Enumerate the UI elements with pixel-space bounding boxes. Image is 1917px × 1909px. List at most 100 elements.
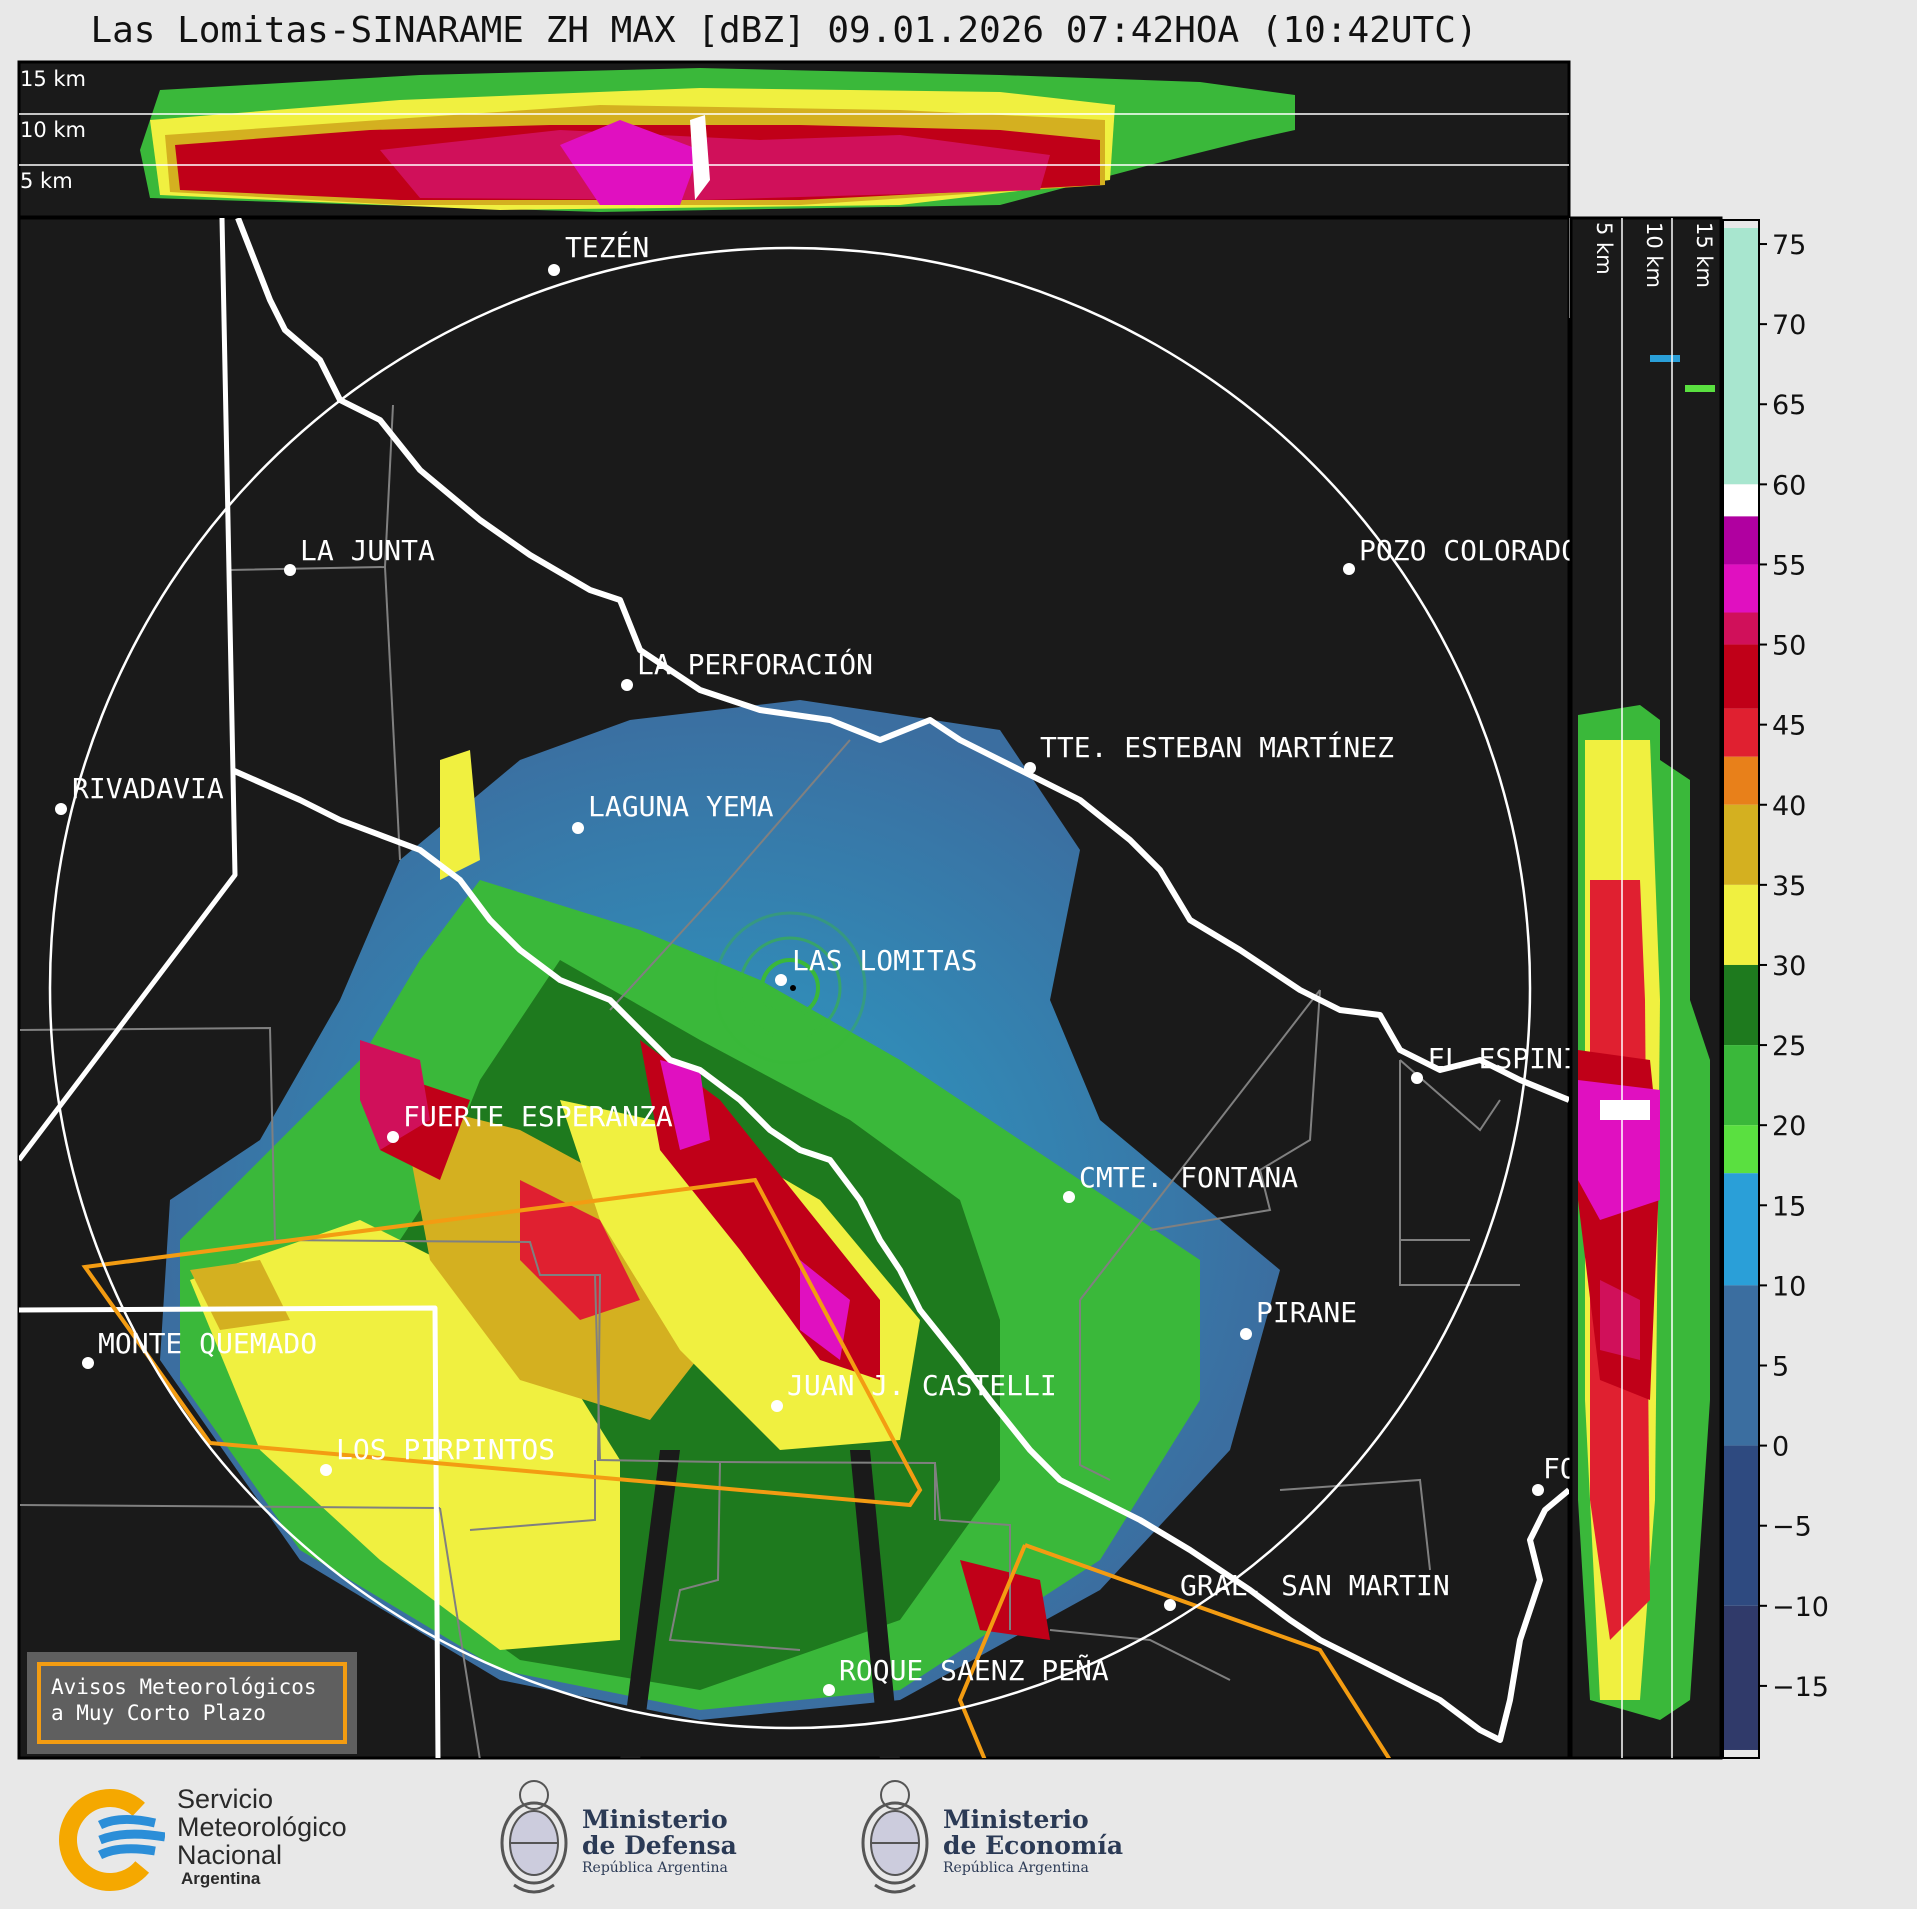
colorbar-band <box>1723 756 1759 805</box>
colorbar-tick-label: 55 <box>1772 550 1806 581</box>
district-borders <box>19 404 1520 1758</box>
colorbar-tick-label: 30 <box>1772 951 1806 982</box>
colorbar-tick-label: −5 <box>1772 1512 1812 1543</box>
colorbar-band <box>1723 1285 1759 1446</box>
colorbar-tick-label: 20 <box>1772 1111 1806 1142</box>
colorbar-tick-label: 50 <box>1772 631 1806 662</box>
colorbar-band <box>1723 612 1759 645</box>
colorbar-tick-label: 35 <box>1772 871 1806 902</box>
place-rivadavia: RIVADAVIA <box>55 772 224 815</box>
place-gral-san-martin: GRAL. SAN MARTIN <box>1164 1569 1450 1611</box>
warning-line-1: Avisos Meteorológicos <box>51 1675 317 1699</box>
svg-text:ROQUE SAENZ PEÑA: ROQUE SAENZ PEÑA <box>839 1653 1109 1687</box>
colorbar-bands <box>1723 228 1759 1750</box>
svg-text:GRAL. SAN MARTIN: GRAL. SAN MARTIN <box>1180 1569 1450 1602</box>
svg-text:MONTE QUEMADO: MONTE QUEMADO <box>98 1327 317 1360</box>
side-label-15km: 15 km <box>1692 222 1716 288</box>
colorbar-band <box>1723 484 1759 517</box>
smn-logo: Servicio Meteorológico Nacional Argentin… <box>55 1785 395 1895</box>
economia-line-3: República Argentina <box>943 1860 1089 1876</box>
colorbar-tick-label: −15 <box>1772 1672 1829 1703</box>
colorbar-band <box>1723 1605 1759 1750</box>
colorbar-tick-label: 15 <box>1772 1191 1806 1222</box>
range-ring <box>48 246 1532 1730</box>
svg-text:CMTE. FONTANA: CMTE. FONTANA <box>1079 1161 1298 1194</box>
coat-of-arms-icon <box>861 1780 929 1894</box>
svg-text:LA PERFORACIÓN: LA PERFORACIÓN <box>637 647 873 681</box>
province-borders <box>19 218 1569 1758</box>
place-monte-quemado: MONTE QUEMADO <box>82 1327 317 1369</box>
place-juan-j-castelli: JUAN J. CASTELLI <box>771 1369 1057 1412</box>
svg-text:LOS PIRPINTOS: LOS PIRPINTOS <box>336 1433 555 1466</box>
top-label-15km: 15 km <box>20 67 86 91</box>
colorbar-band <box>1723 228 1759 485</box>
radar-map: TEZÉN LA JUNTA POZO COLORADO LA PERFORAC… <box>17 216 1917 1760</box>
colorbar-tick-label: 25 <box>1772 1031 1806 1062</box>
colorbar-band <box>1723 1045 1759 1126</box>
coat-of-arms-icon <box>500 1780 568 1894</box>
place-las-lomitas: LAS LOMITAS <box>775 944 977 986</box>
place-pozo-colorado: POZO COLORADO <box>1343 534 1578 575</box>
colorbar-tick-label: 40 <box>1772 791 1806 822</box>
place-la-junta: LA JUNTA <box>284 534 435 576</box>
warning-line-2: a Muy Corto Plazo <box>51 1701 266 1725</box>
side-label-5km: 5 km <box>1592 222 1616 275</box>
colorbar-band <box>1723 1125 1759 1174</box>
smn-line-1: Servicio <box>177 1784 274 1814</box>
economia-line-1: Ministerio <box>943 1805 1089 1834</box>
colorbar-band <box>1723 1173 1759 1286</box>
colorbar-band <box>1723 516 1759 565</box>
smn-line-4: Argentina <box>181 1869 261 1888</box>
svg-text:RIVADAVIA: RIVADAVIA <box>72 772 224 805</box>
place-laguna-yema: LAGUNA YEMA <box>572 790 774 834</box>
svg-text:JUAN J. CASTELLI: JUAN J. CASTELLI <box>787 1369 1057 1402</box>
place-tezen: TEZÉN <box>548 230 649 276</box>
smn-line-3: Nacional <box>177 1840 283 1870</box>
defensa-line-1: Ministerio <box>582 1805 728 1834</box>
side-cross-section: 5 km 10 km 15 km <box>1569 216 1723 1760</box>
colorbar-tick-label: 45 <box>1772 711 1806 742</box>
economia-line-2: de Economía <box>943 1831 1124 1860</box>
colorbar-tick-label: 0 <box>1772 1432 1789 1463</box>
svg-text:TTE. ESTEBAN MARTÍNEZ: TTE. ESTEBAN MARTÍNEZ <box>1040 730 1394 764</box>
colorbar-band <box>1723 644 1759 709</box>
economia-logo: Ministerio de Economía República Argenti… <box>855 1775 1135 1900</box>
colorbar-tick-label: 70 <box>1772 310 1806 341</box>
smn-emblem-icon <box>59 1789 165 1891</box>
place-cmte-fontana: CMTE. FONTANA <box>1063 1161 1298 1203</box>
place-los-pirpintos: LOS PIRPINTOS <box>320 1433 555 1476</box>
place-fuerte-esperanza: FUERTE ESPERANZA <box>387 1100 673 1143</box>
colorbar-band <box>1723 1445 1759 1606</box>
svg-text:LAGUNA YEMA: LAGUNA YEMA <box>588 790 774 823</box>
place-la-perforacion: LA PERFORACIÓN <box>621 647 873 691</box>
colorbar-tick-label: −10 <box>1772 1592 1829 1623</box>
side-label-10km: 10 km <box>1642 222 1666 288</box>
page-title: Las Lomitas-SINARAME ZH MAX [dBZ] 09.01.… <box>90 10 1478 51</box>
warning-box[interactable]: Avisos Meteorológicos a Muy Corto Plazo <box>27 1652 357 1754</box>
place-pirane: PIRANE <box>1240 1296 1357 1340</box>
colorbar-band <box>1723 564 1759 613</box>
svg-text:POZO COLORADO: POZO COLORADO <box>1359 534 1578 567</box>
colorbar-tick-label: 60 <box>1772 470 1806 501</box>
colorbar-tick-label: 65 <box>1772 390 1806 421</box>
colorbar-tick-label: 75 <box>1772 230 1806 261</box>
svg-text:FUERTE ESPERANZA: FUERTE ESPERANZA <box>403 1100 673 1133</box>
defensa-line-2: de Defensa <box>582 1831 737 1860</box>
defensa-logo: Ministerio de Defensa República Argentin… <box>494 1775 754 1900</box>
place-tte-esteban-martinez: TTE. ESTEBAN MARTÍNEZ <box>1024 730 1394 774</box>
colorbar-band <box>1723 804 1759 885</box>
colorbar-band <box>1723 964 1759 1046</box>
svg-text:TEZÉN: TEZÉN <box>565 230 649 264</box>
colorbar-band <box>1723 708 1759 757</box>
svg-text:LA JUNTA: LA JUNTA <box>300 534 435 567</box>
warning-polygons <box>81 1177 1392 1758</box>
colorbar-tick-label: 5 <box>1772 1351 1789 1382</box>
smn-line-2: Meteorológico <box>177 1812 347 1842</box>
top-label-5km: 5 km <box>20 169 73 193</box>
defensa-line-3: República Argentina <box>582 1860 728 1876</box>
top-cross-section: 15 km 10 km 5 km <box>17 60 1571 219</box>
svg-text:PIRANE: PIRANE <box>1256 1296 1357 1329</box>
